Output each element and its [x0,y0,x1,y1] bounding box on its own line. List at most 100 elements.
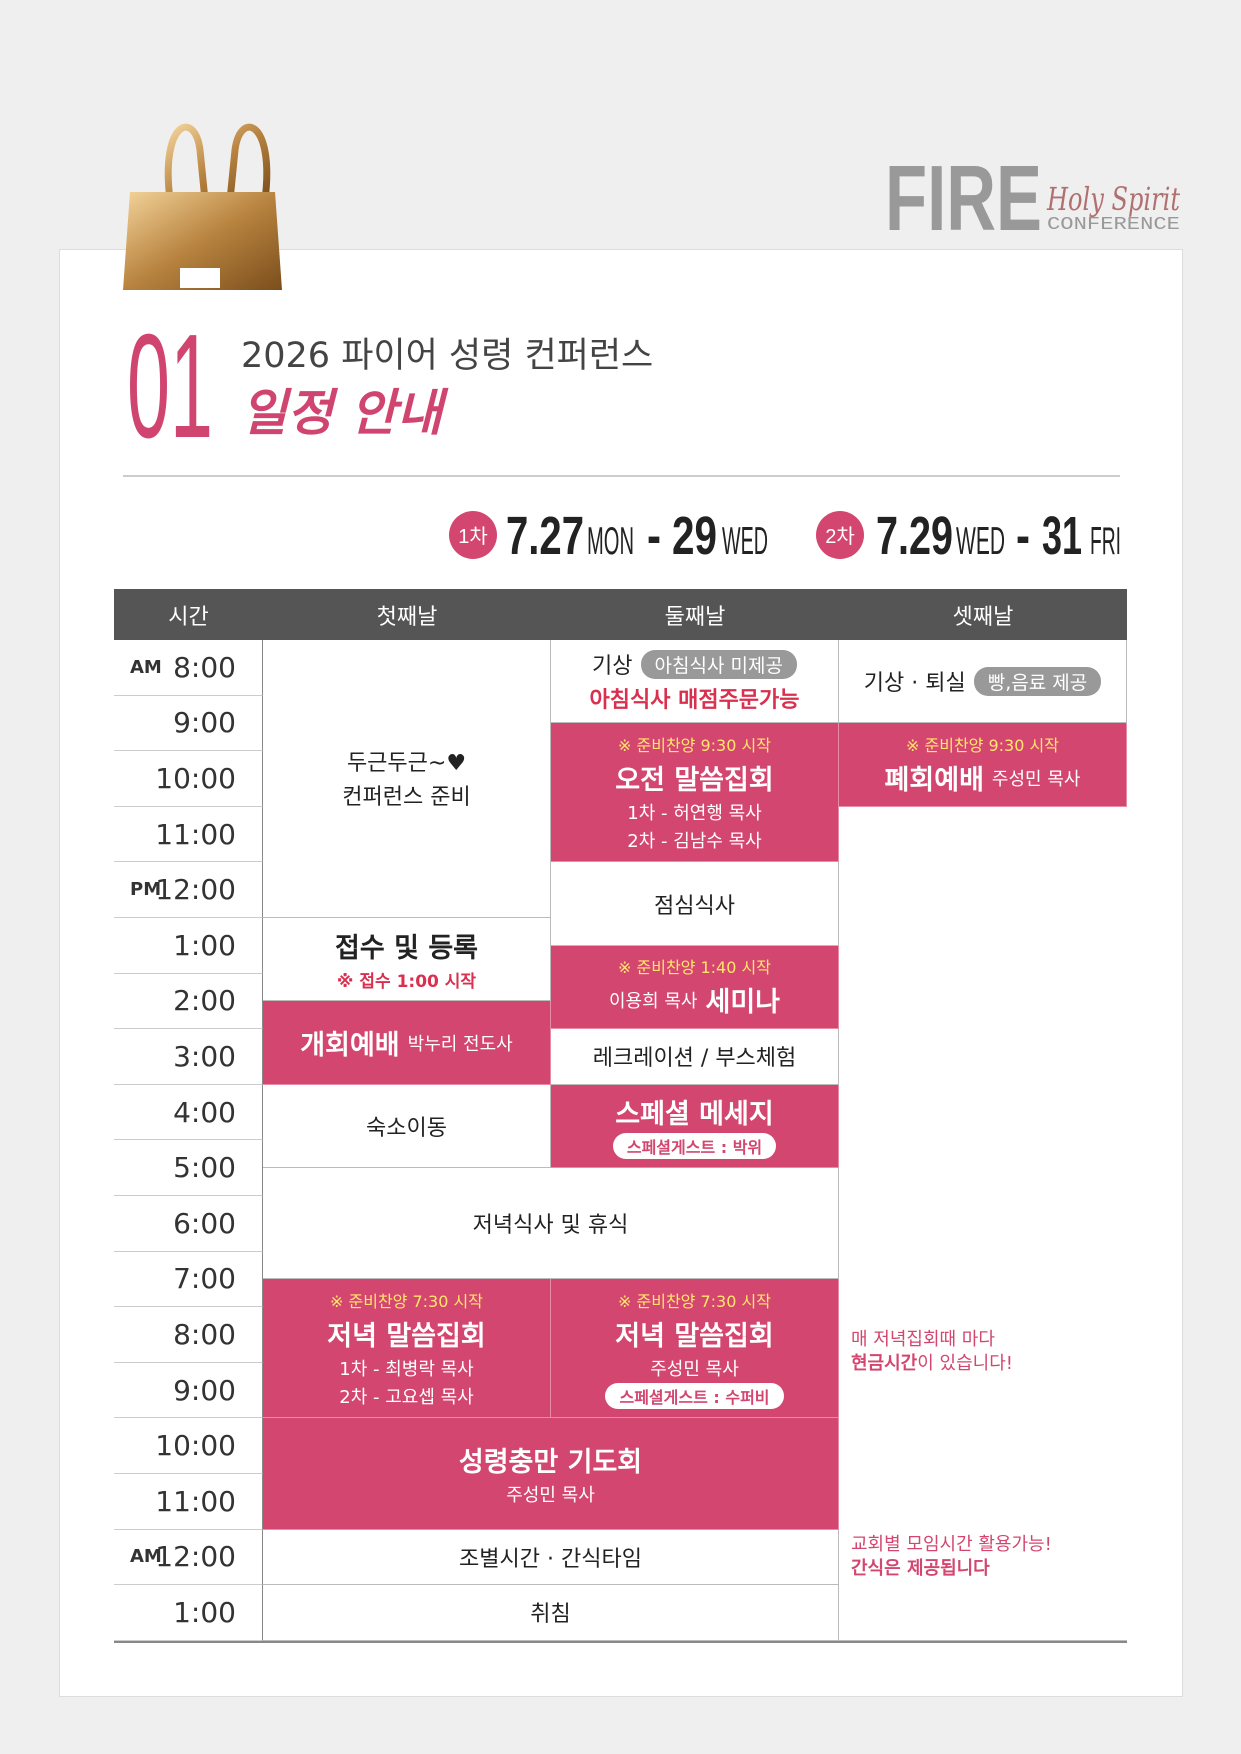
time-cell: AM 12:00 [114,1529,263,1586]
cell-row: ※ 준비찬양 7:30 시작 [618,1288,771,1312]
schedule-cell: 성령충만 기도회 주성민 목사 [263,1418,839,1530]
header-cell: 첫째날 [376,604,438,630]
badge-text: 1차 [458,525,488,548]
date-start: 7.29 [876,506,953,566]
cell-row: 레크레이션 / 부스체험 [593,1040,797,1072]
time-cell: PM 12:00 [114,862,263,918]
time-label: 2:00 [173,984,236,1018]
date-day: WED [956,520,1005,563]
time-label: 11:00 [155,1484,236,1518]
schedule-cell: ※ 준비찬양 9:30 시작 오전 말씀집회 1차 - 허연행 목사 2차 - 김남수… [551,723,839,863]
cell-row: 접수 및 등록 [335,926,478,965]
cell-title: 저녁식사 및 휴식 [472,1213,629,1239]
date-end: 29 [672,506,717,566]
time-label: 12:00 [155,1540,236,1574]
cell-note: ※ 준비찬양 9:30 시작 [906,736,1059,756]
cell-tag: 빵,음료 제공 [973,666,1102,696]
schedule-cell: 두근두근~♥ 컨퍼런스 준비 [263,640,551,918]
badge [816,511,864,559]
cell-note: 아침식사 매점주문가능 [589,688,800,714]
cell-row: 저녁 말씀집회 [327,1314,485,1353]
time-label: 10:00 [155,761,236,795]
time-label: 8:00 [173,650,236,684]
cell-title: 기상 · 퇴실 [863,671,966,697]
logo-main: FIRE [885,146,1042,250]
time-cell: 2:00 [114,973,263,1030]
cell-row: 1차 - 최병락 목사 [339,1355,473,1381]
time-label: 7:00 [173,1262,236,1296]
cell-row: ※ 준비찬양 9:30 시작 [906,732,1059,756]
time-cell: 3:00 [114,1029,263,1085]
cell-row: ※ 준비찬양 9:30 시작 [618,732,771,756]
schedule-cell: 취침 [263,1585,839,1641]
time-label: 1:00 [173,928,236,962]
schedule-cell: ※ 준비찬양 7:30 시작 저녁 말씀집회 주성민 목사 스페셜게스트 : 수퍼비 [551,1279,839,1419]
time-label: 9:00 [173,706,236,740]
cell-title: 폐회예배 [884,765,984,797]
remark: 교회별 모임시간 활용가능! 간식은 제공됩니다 [851,1533,1052,1582]
cell-row: 이용희 목사 세미나 [609,980,780,1019]
cell-row: 2차 - 고요셉 목사 [339,1383,473,1409]
schedule-cell: 기상 · 퇴실 빵,음료 제공 [839,640,1127,724]
section-subtitle: 2026 파이어 성령 컨퍼런스 [241,336,653,376]
cell-speaker: 주성민 목사 [991,768,1081,790]
date-separator: - [647,506,661,566]
cell-row: 스페셜게스트 : 박위 [612,1133,777,1160]
remark-text: 매 저녁집회때 마다 [851,1328,995,1350]
cell-speaker: 주성민 목사 [650,1358,739,1380]
time-label: 9:00 [173,1373,236,1407]
cell-speaker: 이용희 목사 [608,990,698,1012]
time-cell: 8:00 [114,1307,263,1363]
time-label: 6:00 [173,1206,236,1240]
cell-title: 개회예배 [300,1030,400,1062]
header-cell: 둘째날 [664,604,726,630]
cell-row: 주성민 목사 [650,1355,739,1381]
schedule-cell: 숙소이동 [263,1084,551,1169]
cell-row: 두근두근~♥ [347,745,466,777]
date-day: MON [587,520,634,563]
cell-note: ※ 접수 1:00 시작 [336,972,477,993]
cell-row: 컨퍼런스 준비 [342,779,470,811]
cell-row: 성령충만 기도회 [459,1440,642,1479]
time-label: 8:00 [173,1317,236,1351]
schedule-cell: 스페셜 메세지 스페셜게스트 : 박위 [551,1084,839,1169]
header-cell: 셋째날 [952,604,1014,630]
date-day: WED [722,520,768,563]
schedule-cell: 저녁식사 및 휴식 [263,1168,839,1280]
cell-note: ※ 준비찬양 1:40 시작 [618,958,771,978]
cell-row: 오전 말씀집회 [615,758,773,797]
cell-tag: 스페셜게스트 : 박위 [612,1133,777,1160]
time-cell: 10:00 [114,751,263,807]
time-cell: 11:00 [114,1473,263,1530]
cell-row: 저녁식사 및 휴식 [473,1207,629,1239]
schedule-cell: ※ 준비찬양 1:40 시작 이용희 목사 세미나 [551,945,839,1030]
cell-line: 1차 - 최병락 목사 [339,1358,474,1380]
schedule-cell: 레크레이션 / 부스체험 [551,1029,839,1085]
cell-title: 저녁 말씀집회 [327,1320,486,1352]
schedule-table: AM 8:00 9:00 10:00 11:00 PM 12:00 1:00 2:00 3:00 4… [114,640,1127,1643]
cell-row: ※ 준비찬양 1:40 시작 [618,954,771,978]
schedule-cell: 점심식사 [551,862,839,946]
logo-script: Holy Spirit [1046,180,1180,218]
cell-title: 성령충만 기도회 [458,1446,643,1478]
cell-row: ※ 접수 1:00 시작 [337,967,476,992]
date-start: 7.27 [506,506,584,566]
date-day: FRI [1090,520,1121,563]
badge-text: 2차 [825,525,855,548]
time-label: 11:00 [155,817,236,851]
time-label: 1:00 [173,1595,236,1629]
table-header: 시간 첫째날 둘째날 셋째날 [114,589,1127,640]
schedule-cell: ※ 준비찬양 7:30 시작 저녁 말씀집회 1차 - 최병락 목사 2차 - 고요셉… [263,1279,551,1419]
cell-row: 1차 - 허연행 목사 [627,799,761,825]
date-end: 31 [1042,506,1082,566]
date-separator: - [1016,506,1030,566]
cell-title: 접수 및 등록 [335,933,478,965]
time-label: 10:00 [155,1429,236,1463]
schedule-cell: 매 저녁집회때 마다 현금시간이 있습니다! 교회별 모임시간 활용가능! 간식은 제… [839,806,1127,1641]
cell-row: 저녁 말씀집회 [615,1314,773,1353]
remark-strong: 현금시간 [851,1353,918,1375]
cell-speaker: 박누리 전도사 [407,1033,513,1055]
cell-title: 숙소이동 [366,1115,447,1141]
remark: 매 저녁집회때 마다 현금시간이 있습니다! [851,1328,1013,1377]
